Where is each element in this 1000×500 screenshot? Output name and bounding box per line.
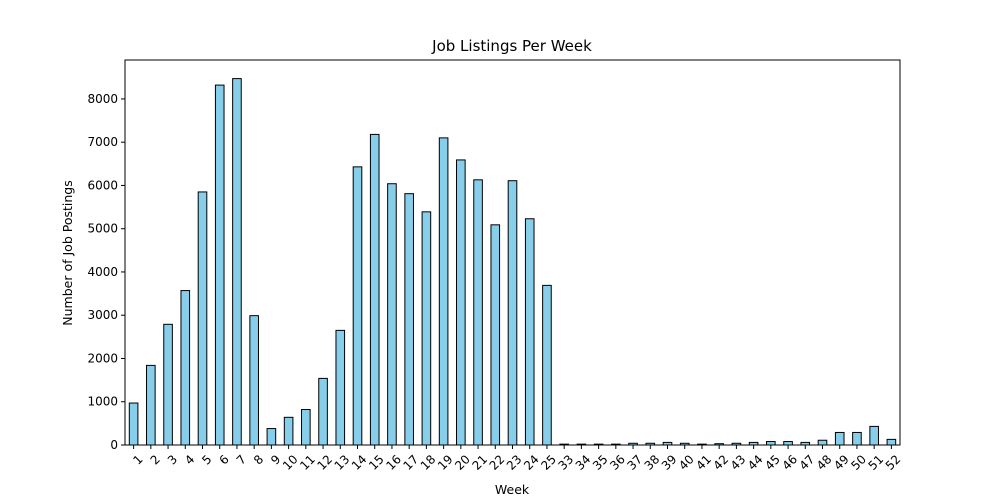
y-tick-label: 1000 [87,395,118,409]
bar-week-21 [473,179,483,446]
x-tick-label: 5 [199,452,214,467]
x-tick-label: 1 [130,452,145,467]
x-tick-label: 4 [182,452,197,467]
x-tick-label: 6 [216,452,231,467]
bar-week-51 [869,425,879,446]
y-tick-label: 8000 [87,92,118,106]
bar-week-22 [490,224,501,446]
x-tick-label: 3 [165,452,180,467]
y-axis-label: Number of Job Postings [60,180,75,325]
bar-week-8 [249,315,259,446]
y-axis: 0 1000 2000 3000 4000 5000 6000 7000 8000 [87,92,125,452]
chart-title: Job Listings Per Week [431,37,592,55]
bar-week-13 [335,329,346,446]
bar-week-7 [232,78,242,446]
bar-week-48 [817,439,828,446]
x-tick-label: 8 [251,452,266,467]
bar-week-50 [852,431,862,446]
bar-week-1 [128,402,139,446]
bar-week-17 [404,193,414,446]
bar-week-10 [283,416,294,446]
y-tick-label: 5000 [87,222,118,236]
bar-week-19 [438,137,449,446]
plot-frame [124,59,901,446]
x-tick-label: 52 [883,452,904,473]
bars-group [128,78,897,446]
bar-week-25 [542,284,552,446]
y-tick-label: 2000 [87,351,118,365]
bar-week-46 [783,441,793,446]
y-tick-label: 4000 [87,265,118,279]
bar-week-52 [886,438,897,446]
bar-week-11 [301,409,311,446]
bar-week-2 [146,364,156,446]
x-tick-label: 2 [148,452,163,467]
bar-week-20 [456,159,466,446]
bar-week-14 [352,166,363,446]
bar-week-4 [180,290,191,446]
y-tick-label: 7000 [87,135,118,149]
x-tick-label: 7 [234,452,249,467]
bar-week-3 [163,323,173,446]
bar-week-6 [214,84,225,446]
y-tick-label: 0 [110,438,118,452]
x-axis: 1 2 3 4 5 6 7 8 91011121314151617181920212223242… [130,445,903,473]
bar-week-23 [507,180,518,446]
x-axis-label: Week [495,482,530,497]
bar-week-9 [266,428,277,446]
bar-week-5 [197,191,208,446]
bar-week-16 [387,183,397,446]
bar-week-24 [524,218,535,446]
bar-week-45 [766,441,776,446]
y-tick-label: 3000 [87,308,118,322]
bar-week-15 [369,133,380,446]
bar-week-18 [421,211,432,446]
bar-week-49 [834,431,845,446]
bar-week-12 [318,377,328,446]
y-tick-label: 6000 [87,178,118,192]
